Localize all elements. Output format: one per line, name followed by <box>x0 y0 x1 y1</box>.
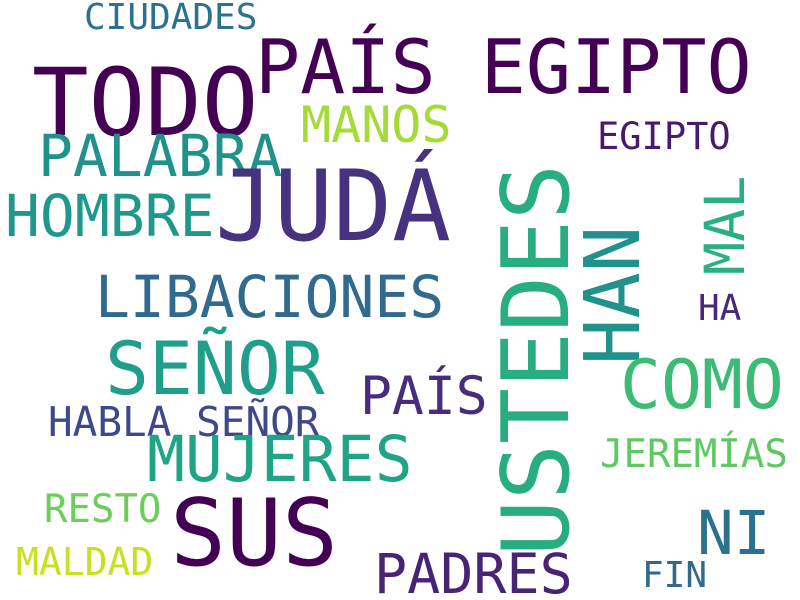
word-jeremias: JEREMÍAS <box>600 432 788 477</box>
word-pais-egipto: PAÍS EGIPTO <box>255 23 752 111</box>
word-ha: HA <box>698 288 742 329</box>
word-mujeres: MUJERES <box>147 423 413 496</box>
word-hombre: HOMBRE <box>5 182 215 250</box>
word-todo: TODO <box>32 49 259 158</box>
word-ni: NI <box>697 498 771 569</box>
word-egipto: EGIPTO <box>597 115 731 158</box>
word-han: HAN <box>569 225 658 365</box>
word-como: COMO <box>620 346 784 425</box>
word-sus: SUS <box>170 479 338 587</box>
word-senor: SEÑOR <box>105 327 325 412</box>
word-padres: PADRES <box>374 542 573 600</box>
word-habla-senor: HABLA SEÑOR <box>48 398 320 446</box>
word-manos: MANOS <box>301 96 452 154</box>
word-libaciones: LIBACIONES <box>95 263 445 331</box>
word-fin: FIN <box>642 555 708 596</box>
word-maldad: MALDAD <box>16 540 154 584</box>
word-resto: RESTO <box>44 487 162 532</box>
word-palabra: PALABRA <box>38 122 283 190</box>
word-juda: JUDÁ <box>215 150 452 264</box>
word-mal: MAL <box>693 175 757 275</box>
word-pais: PAÍS <box>360 366 488 427</box>
word-ciudades: CIUDADES <box>84 0 258 38</box>
